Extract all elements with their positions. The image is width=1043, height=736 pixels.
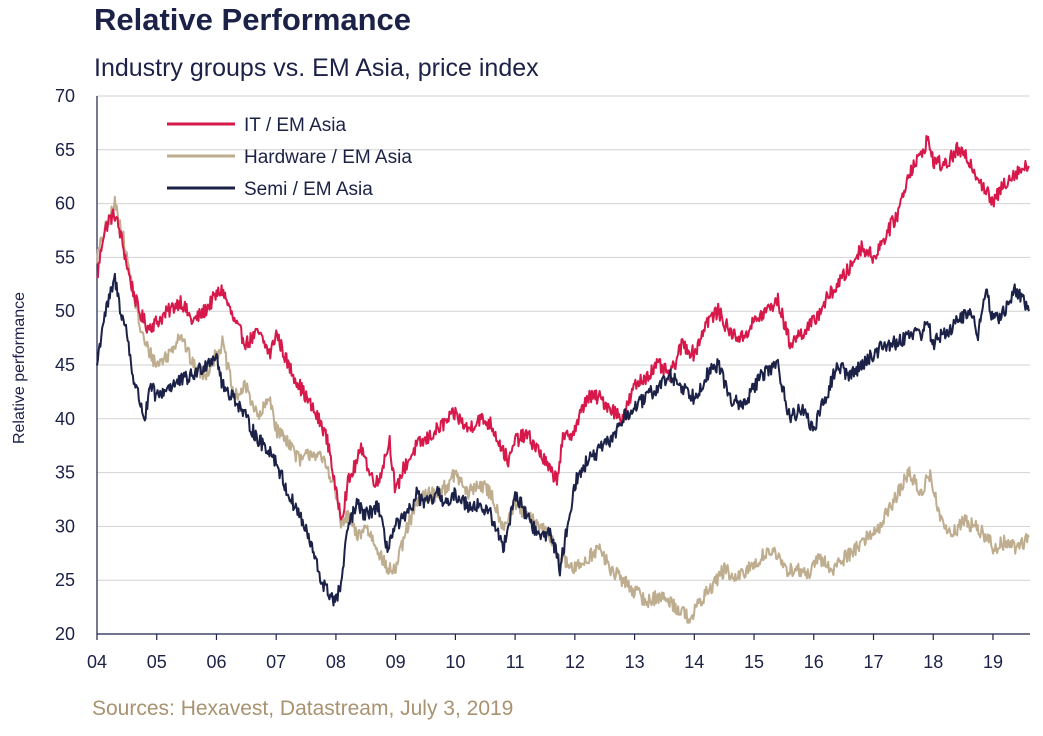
x-tick-label-04: 04 [87,652,107,672]
series-line-semi-em-asia [96,272,1030,607]
legend-label-2: Semi / EM Asia [244,179,373,200]
y-tick-label-55: 55 [55,247,75,267]
x-tick-label-18: 18 [923,652,943,672]
x-tick-label-12: 12 [565,652,585,672]
chart-subtitle: Industry groups vs. EM Asia, price index [94,54,539,82]
x-tick-label-10: 10 [445,652,465,672]
x-tick-label-16: 16 [804,652,824,672]
x-tick-label-08: 08 [326,652,346,672]
x-tick-label-11: 11 [506,652,525,672]
x-tick-label-06: 06 [206,652,226,672]
x-tick-label-17: 17 [863,652,883,672]
y-tick-label-60: 60 [55,194,75,214]
y-tick-label-70: 70 [55,86,75,106]
x-axis-ticks: 04 05 06 07 08 09 10 11 12 13 14 15 16 17 18 19 [87,634,1003,672]
legend-label-0: IT / EM Asia [244,115,347,136]
legend-label-1: Hardware / EM Asia [244,147,412,168]
y-axis-label: Relative performance [11,292,28,444]
y-tick-label-20: 20 [55,624,75,644]
y-tick-label-50: 50 [55,301,75,321]
x-tick-label-19: 19 [983,652,1003,672]
source-note: Sources: Hexavest, Datastream, July 3, 2… [92,697,514,720]
legend: IT / EM Asia Hardware / EM Asia Semi / EM … [167,115,412,200]
x-tick-label-07: 07 [266,652,286,672]
series-line-hardware-em-asia [96,195,1030,624]
x-tick-label-14: 14 [684,652,704,672]
y-tick-label-30: 30 [55,516,75,536]
y-axis-ticks: 20 25 30 35 40 45 50 55 60 65 70 [55,86,75,644]
y-tick-label-65: 65 [55,140,75,160]
y-tick-label-25: 25 [55,570,75,590]
x-tick-label-05: 05 [147,652,167,672]
series-line-it-em-asia [96,135,1030,521]
y-tick-label-35: 35 [55,463,75,483]
x-tick-label-15: 15 [744,652,764,672]
x-tick-label-13: 13 [625,652,645,672]
y-tick-label-45: 45 [55,355,75,375]
series-lines [96,135,1030,624]
y-tick-label-40: 40 [55,409,75,429]
x-tick-label-09: 09 [386,652,406,672]
page-title: Relative Performance [94,2,412,37]
